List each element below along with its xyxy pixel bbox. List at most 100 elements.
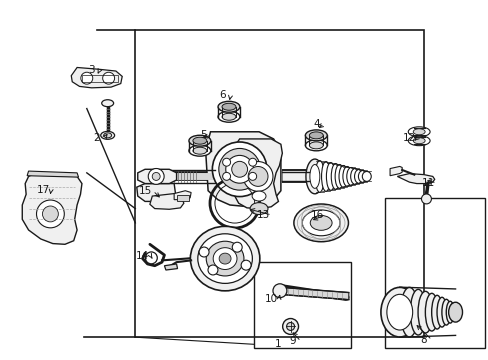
Ellipse shape (218, 111, 240, 122)
Polygon shape (27, 171, 79, 177)
Ellipse shape (213, 248, 237, 270)
Ellipse shape (407, 136, 429, 146)
Ellipse shape (321, 162, 330, 191)
Ellipse shape (358, 171, 366, 183)
Ellipse shape (222, 113, 235, 120)
Text: 17: 17 (37, 185, 50, 195)
Polygon shape (138, 169, 176, 184)
Ellipse shape (190, 226, 259, 291)
Ellipse shape (380, 287, 418, 337)
Ellipse shape (252, 191, 265, 201)
Ellipse shape (346, 167, 355, 185)
Text: 10: 10 (264, 294, 277, 303)
Polygon shape (174, 191, 191, 200)
Ellipse shape (188, 135, 210, 146)
Text: 2: 2 (93, 133, 100, 143)
Circle shape (81, 72, 93, 84)
Text: 15: 15 (138, 186, 151, 196)
Circle shape (232, 242, 242, 252)
Ellipse shape (441, 299, 450, 325)
Ellipse shape (386, 294, 412, 330)
Polygon shape (150, 194, 183, 209)
Ellipse shape (212, 142, 266, 197)
Polygon shape (71, 67, 122, 88)
Ellipse shape (188, 145, 210, 156)
Ellipse shape (305, 159, 323, 194)
Polygon shape (233, 139, 282, 208)
Ellipse shape (447, 302, 462, 322)
Ellipse shape (400, 287, 418, 337)
Ellipse shape (350, 168, 359, 184)
Ellipse shape (219, 253, 230, 264)
Ellipse shape (407, 127, 429, 137)
Circle shape (272, 284, 286, 298)
Polygon shape (397, 174, 434, 184)
Ellipse shape (243, 162, 272, 191)
Circle shape (222, 172, 230, 180)
Ellipse shape (354, 170, 363, 183)
Ellipse shape (222, 103, 235, 110)
Bar (254, 262, 350, 348)
Polygon shape (22, 173, 82, 244)
Bar (135, 30, 423, 337)
Ellipse shape (436, 297, 446, 327)
Ellipse shape (102, 100, 113, 107)
Bar (82, 75, 118, 82)
Circle shape (248, 172, 256, 180)
Circle shape (152, 172, 160, 180)
Text: 7: 7 (421, 185, 427, 195)
Circle shape (207, 265, 218, 275)
Ellipse shape (231, 161, 247, 177)
Circle shape (241, 260, 250, 270)
Ellipse shape (362, 171, 370, 181)
Ellipse shape (309, 165, 319, 188)
Circle shape (199, 247, 208, 257)
Text: 13: 13 (257, 210, 270, 220)
Text: 11: 11 (422, 178, 435, 188)
Ellipse shape (206, 241, 244, 276)
Ellipse shape (334, 165, 344, 188)
Ellipse shape (250, 203, 267, 215)
Ellipse shape (193, 137, 206, 144)
Ellipse shape (315, 161, 324, 192)
Circle shape (248, 158, 256, 166)
Circle shape (282, 319, 298, 334)
Ellipse shape (218, 101, 240, 112)
Circle shape (37, 200, 64, 228)
Ellipse shape (293, 204, 348, 242)
Ellipse shape (449, 303, 456, 321)
Ellipse shape (425, 293, 437, 331)
Bar (176, 195, 188, 201)
Circle shape (102, 72, 114, 84)
Circle shape (222, 158, 230, 166)
Text: 8: 8 (420, 335, 427, 345)
Ellipse shape (446, 301, 453, 323)
Ellipse shape (305, 140, 326, 151)
Ellipse shape (101, 131, 114, 139)
Circle shape (421, 194, 430, 204)
Text: 4: 4 (312, 118, 319, 129)
Ellipse shape (309, 132, 323, 139)
Text: 16: 16 (310, 210, 323, 220)
Ellipse shape (417, 291, 432, 333)
Polygon shape (164, 264, 177, 270)
Ellipse shape (309, 142, 323, 149)
Text: 6: 6 (219, 90, 225, 100)
Ellipse shape (225, 156, 253, 183)
Ellipse shape (412, 129, 424, 135)
Ellipse shape (412, 138, 424, 144)
Ellipse shape (330, 163, 340, 189)
Text: 12: 12 (402, 133, 415, 143)
Polygon shape (389, 166, 401, 176)
Text: 3: 3 (88, 65, 95, 75)
Ellipse shape (342, 167, 351, 186)
Text: 5: 5 (200, 130, 206, 140)
Ellipse shape (218, 148, 260, 190)
Polygon shape (137, 184, 175, 202)
Ellipse shape (247, 167, 267, 186)
Text: 14: 14 (136, 251, 149, 261)
Circle shape (286, 323, 294, 330)
Ellipse shape (409, 289, 425, 335)
Ellipse shape (325, 162, 335, 190)
Ellipse shape (309, 215, 331, 230)
